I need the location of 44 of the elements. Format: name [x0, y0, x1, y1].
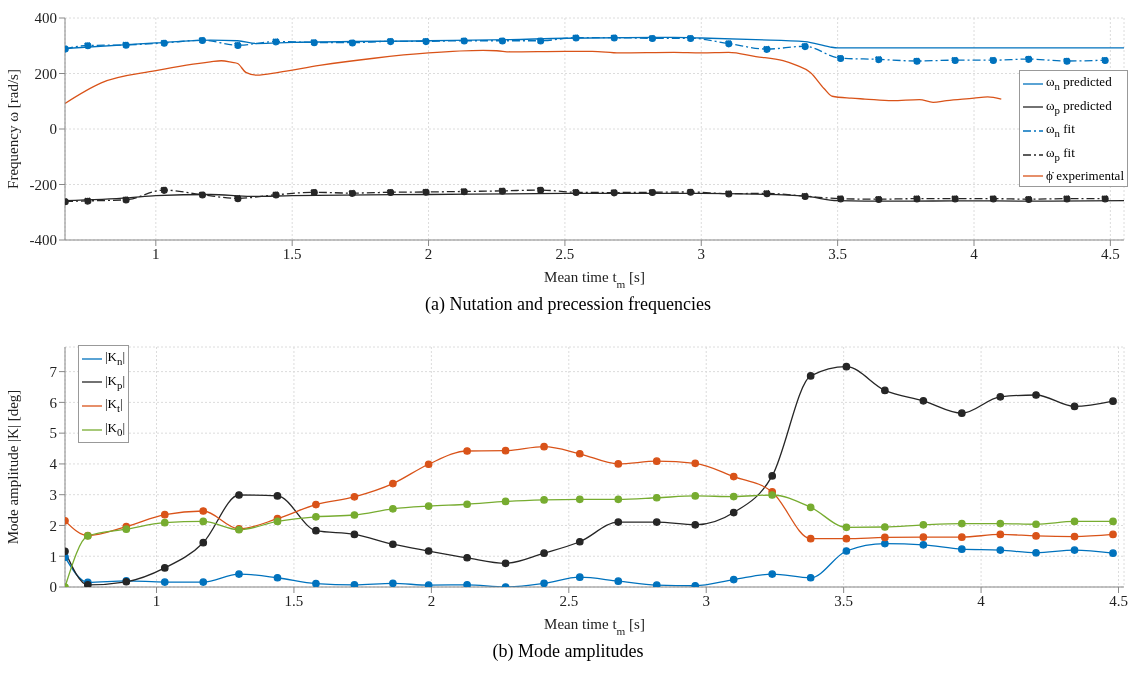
legend-label: |K$_{0}$|	[105, 418, 126, 440]
y-tick-label: 0	[49, 579, 57, 596]
y-tick-label: 4	[49, 456, 58, 473]
legend-label: ϕ̇ experimental	[1046, 167, 1124, 186]
legend-label: ω$_{n}$ fit	[1046, 120, 1075, 141]
text: (b) Mode amplitudes	[491, 641, 645, 662]
x-tick-label: 4.5	[1100, 245, 1120, 262]
x-tick-label: 2.5	[559, 592, 579, 609]
x-tick-label: 1	[152, 592, 161, 609]
y-tick-label: -400	[29, 232, 57, 249]
x-tick-label: 1.5	[282, 245, 302, 262]
x-tick-label: 3	[697, 245, 706, 262]
x-tick-label: 3	[702, 592, 710, 609]
legend-label: ω$_{p}$ predicted	[1046, 96, 1112, 118]
legend-label: |K$_{p}$|	[105, 371, 126, 393]
y-axis-title: Mode amplitude |K| [deg]	[5, 389, 21, 545]
x-tick-label: 4	[970, 245, 979, 262]
x-axis-title: Mean time t$_{m}$ [s]	[544, 616, 645, 637]
x-tick-label: 3.5	[828, 245, 848, 262]
x-axis-title: Mean time t$_{m}$ [s]	[544, 269, 645, 290]
x-tick-label: 2	[424, 245, 433, 262]
y-tick-label: 3	[49, 487, 57, 504]
y-tick-label: 2	[49, 517, 57, 534]
legend-label: ω$_{n}$ predicted	[1046, 73, 1112, 94]
x-tick-label: 1.5	[284, 592, 304, 609]
x-tick-label: 4.5	[1109, 592, 1128, 609]
legend-label: ω$_{p}$ fit	[1046, 143, 1075, 165]
x-tick-label: 2.5	[555, 245, 575, 262]
x-tick-label: 3.5	[834, 592, 854, 609]
y-tick-label: 200	[34, 65, 57, 82]
legend-label: |K$_{t}$|	[105, 395, 123, 416]
x-tick-label: 2	[427, 592, 436, 609]
x-tick-label: 1	[152, 245, 160, 262]
text: (a) Nutation and precession frequencies	[424, 294, 712, 315]
y-tick-label: 0	[49, 121, 57, 138]
y-tick-label: -200	[29, 176, 57, 193]
legend-label: |K$_{n}$|	[105, 348, 126, 369]
y-axis-title: Frequency ω [rad/s]	[5, 69, 21, 189]
x-tick-label: 4	[977, 592, 986, 609]
y-tick-label: 5	[49, 425, 57, 442]
y-tick-label: 6	[49, 394, 58, 411]
y-tick-label: 400	[34, 10, 57, 27]
y-tick-label: 7	[49, 363, 58, 380]
y-tick-label: 1	[49, 548, 57, 565]
